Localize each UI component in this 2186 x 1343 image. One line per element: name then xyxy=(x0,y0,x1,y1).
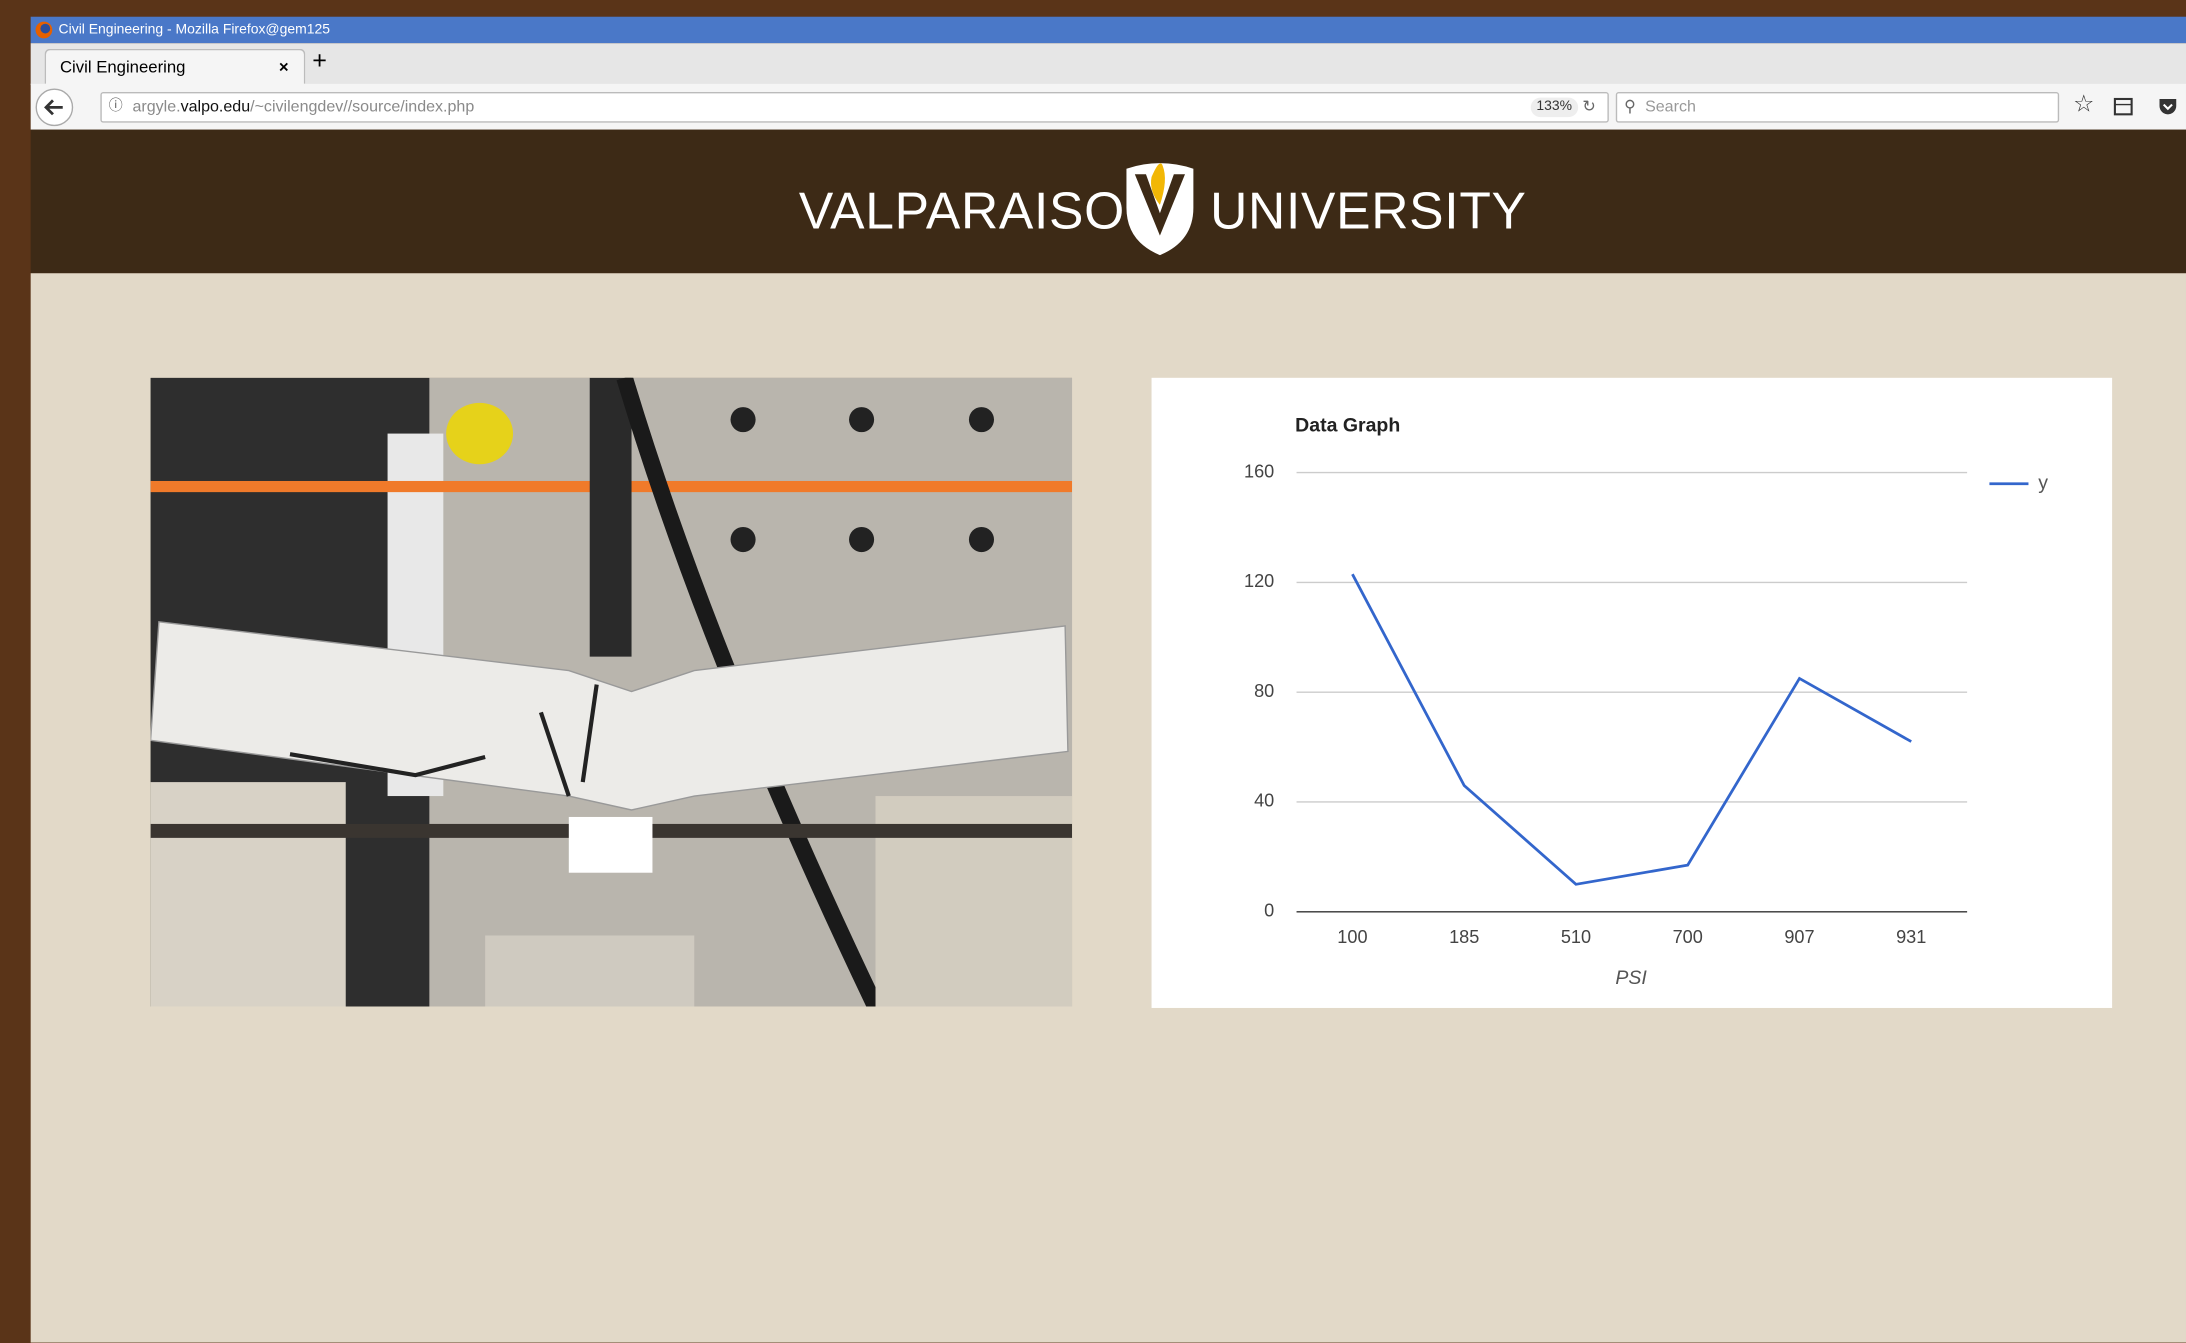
data-line xyxy=(1352,574,1911,884)
search-placeholder: Search xyxy=(1645,93,1696,121)
firefox-icon xyxy=(35,21,53,39)
body: Civil Engineering - Mozilla Firefox@gem1… xyxy=(0,0,2186,1342)
info-icon: ⓘ xyxy=(109,93,123,121)
site-header: VALPARAISO UNIVERSITY xyxy=(31,130,2186,274)
url: argyle.valpo.edu/~civilengdev//source/in… xyxy=(132,93,474,121)
y-tick-label: 120 xyxy=(1244,571,1274,591)
x-tick-label: 700 xyxy=(1673,927,1703,947)
search-icon: ⚲ xyxy=(1624,93,1636,121)
y-tick-label: 0 xyxy=(1264,901,1274,921)
reload-button[interactable]: ↻ xyxy=(1582,93,1595,121)
y-tick-label: 160 xyxy=(1244,461,1274,481)
x-tick-label: 510 xyxy=(1561,927,1591,947)
page: Civil Engineering { "browser": { "window… xyxy=(0,0,2186,1342)
tab-close[interactable]: × xyxy=(279,50,289,83)
url-bar[interactable]: ⓘ argyle.valpo.edu/~civilengdev//source/… xyxy=(100,92,1608,123)
tab-title: Civil Engineering xyxy=(60,50,186,83)
search-bar[interactable]: ⚲ Search xyxy=(1616,92,2059,123)
url-path: /~civilengdev//source/index.php xyxy=(250,99,474,116)
logo-shield xyxy=(1121,155,1199,258)
title-bar: Civil Engineering - Mozilla Firefox@gem1… xyxy=(31,17,2186,43)
back-button[interactable] xyxy=(35,88,74,127)
x-axis-label: PSI xyxy=(1615,967,1647,989)
legend-label: y xyxy=(2038,472,2048,494)
library-button[interactable] xyxy=(2114,96,2134,116)
x-tick-label: 185 xyxy=(1449,927,1479,947)
nav-bar: ⓘ argyle.valpo.edu/~civilengdev//source/… xyxy=(31,84,2186,130)
bookmark-button[interactable]: ☆ xyxy=(2073,91,2094,119)
url-domain: valpo.edu xyxy=(181,99,251,116)
beam-test-photo xyxy=(151,378,1073,1007)
chart: Data Graph PSI 0 40 80 120 160 100 185 510 700 90… xyxy=(1152,378,2113,1008)
tab[interactable]: Civil Engineering × xyxy=(45,49,306,85)
pocket-button[interactable] xyxy=(2157,95,2179,117)
logo-left-word: VALPARAISO xyxy=(799,183,1125,242)
new-tab[interactable]: + xyxy=(312,46,327,75)
chart-title: Data Graph xyxy=(1295,415,1400,437)
tab-bar: Civil Engineering × + xyxy=(31,43,2186,85)
url-subdomain: argyle. xyxy=(132,99,180,116)
logo-right-word: UNIVERSITY xyxy=(1210,183,1527,242)
y-tick-label: 40 xyxy=(1254,791,1274,811)
y-tick-label: 80 xyxy=(1254,681,1274,701)
x-tick-label: 907 xyxy=(1784,927,1814,947)
zoom-indicator[interactable]: 133% xyxy=(1531,98,1578,118)
x-tick-label: 100 xyxy=(1337,927,1367,947)
x-tick-label: 931 xyxy=(1896,927,1926,947)
screen: Civil Engineering - Mozilla Firefox@gem1… xyxy=(0,0,2186,1343)
chart-card: Data Graph PSI 0 40 80 120 160 100 185 510 700 90… xyxy=(1152,378,2113,1008)
window-title: Civil Engineering - Mozilla Firefox@gem1… xyxy=(59,17,330,43)
